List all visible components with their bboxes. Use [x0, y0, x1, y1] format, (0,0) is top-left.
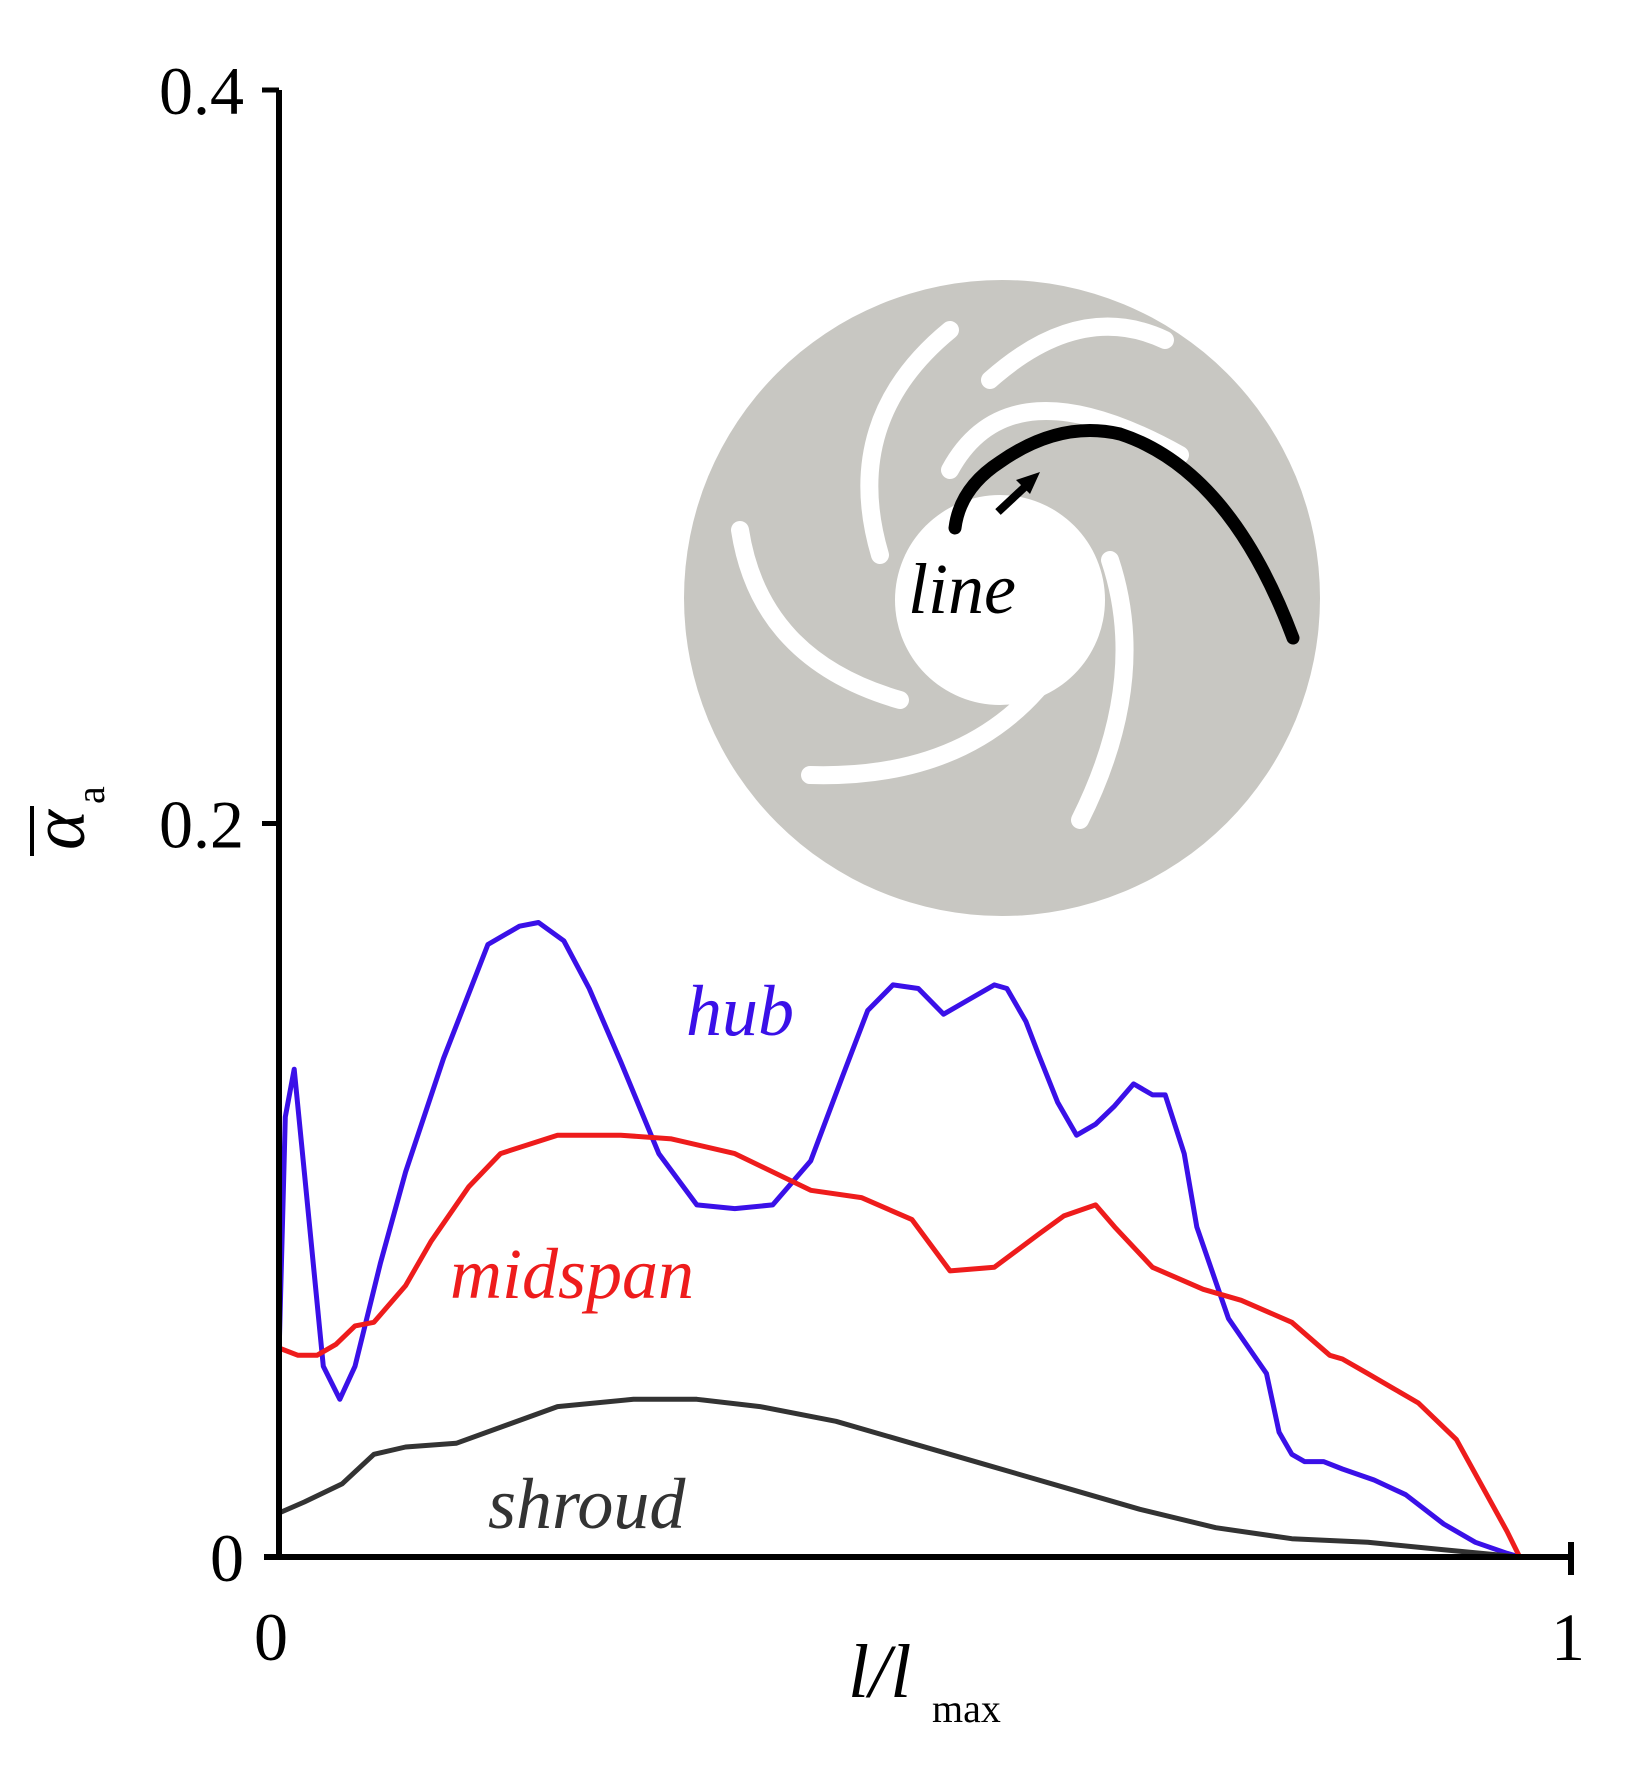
y-tick-label: 0.4: [159, 53, 244, 129]
impeller-blade: [981, 317, 1174, 389]
series-label-shroud: shroud: [488, 1464, 686, 1544]
y-axis-title-main: α: [17, 808, 101, 850]
svg-text:max: max: [932, 1686, 1001, 1731]
x-axis-title: l/l max: [848, 1630, 1001, 1731]
impeller-inset: line: [684, 280, 1320, 916]
series-line-midspan: [278, 1132, 1522, 1559]
impeller-blade: [731, 521, 909, 709]
x-tick-label: 0: [254, 1599, 288, 1675]
y-axis-title-subscript: a: [68, 786, 113, 804]
arrow-icon: [995, 472, 1040, 515]
y-tick-label: 0.2: [159, 787, 244, 863]
y-tick-label: 0: [210, 1520, 244, 1596]
inset-line-label: line: [908, 549, 1016, 629]
series-line-shroud: [278, 1396, 1520, 1560]
x-axis-title-main: l/l: [848, 1630, 911, 1714]
y-axis-title: α a: [17, 786, 113, 856]
svg-text:l/l: l/l: [848, 1630, 911, 1714]
x-tick-label: 1: [1551, 1599, 1585, 1675]
series-line-hub: [276, 920, 1521, 1560]
inset-line-path: [948, 424, 1300, 645]
impeller-blade: [1071, 551, 1134, 829]
svg-text:α: α: [17, 808, 101, 850]
series-layer: hub midspan shroud: [276, 920, 1522, 1560]
x-axis-title-subscript: max: [932, 1686, 1001, 1731]
impeller-blade: [860, 321, 959, 564]
series-label-midspan: midspan: [450, 1234, 694, 1314]
impeller-hub: [895, 495, 1105, 705]
series-label-hub: hub: [686, 971, 794, 1051]
tick-labels: 0 0.2 0.4 0 1: [159, 53, 1585, 1675]
svg-text:a: a: [68, 786, 113, 804]
